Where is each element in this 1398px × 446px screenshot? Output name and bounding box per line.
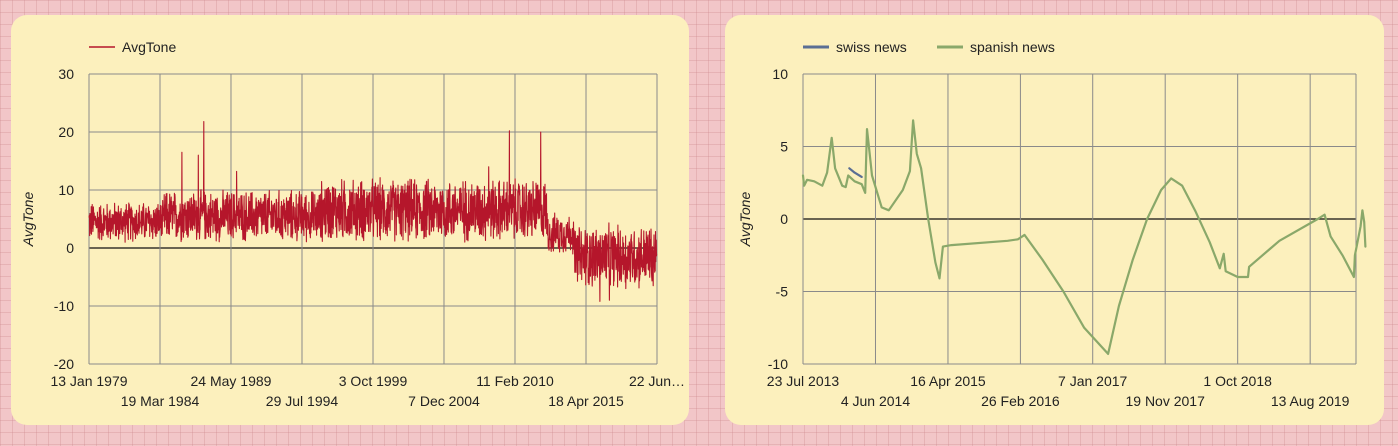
series-line-swiss-news bbox=[848, 167, 863, 178]
y-tick-label: 20 bbox=[58, 124, 74, 140]
y-tick-label: -10 bbox=[768, 356, 788, 372]
series-line-avgtone bbox=[88, 121, 658, 302]
x-tick-label: 22 Jun… bbox=[629, 373, 685, 389]
x-tick-label: 18 Apr 2015 bbox=[548, 393, 624, 409]
series-line-spanish-news bbox=[801, 119, 1367, 355]
x-tick-label: 16 Apr 2015 bbox=[910, 373, 986, 389]
avgtone-chart: 30 20 10 0 -10 -2013 Jan 1979 19 Mar 1984 24 Ma… bbox=[20, 39, 685, 409]
x-tick-label: 4 Jun 2014 bbox=[841, 393, 910, 409]
x-tick-label: 3 Oct 1999 bbox=[339, 373, 408, 389]
y-tick-label: -10 bbox=[54, 298, 74, 314]
x-tick-label: 19 Mar 1984 bbox=[121, 393, 200, 409]
y-tick-label: 0 bbox=[66, 240, 74, 256]
x-tick-label: 26 Feb 2016 bbox=[981, 393, 1060, 409]
y-axis-title: AvgTone bbox=[20, 192, 36, 248]
x-tick-label: 23 Jul 2013 bbox=[767, 373, 840, 389]
x-tick-label: 19 Nov 2017 bbox=[1125, 393, 1205, 409]
y-tick-label: 5 bbox=[780, 139, 788, 155]
x-tick-label: 13 Jan 1979 bbox=[50, 373, 127, 389]
x-tick-label: 29 Jul 1994 bbox=[266, 393, 339, 409]
y-tick-label: 10 bbox=[58, 182, 74, 198]
x-tick-label: 13 Aug 2019 bbox=[1271, 393, 1350, 409]
y-tick-label: 0 bbox=[780, 211, 788, 227]
legend-label-spanish-news: spanish news bbox=[970, 39, 1055, 55]
x-tick-label: 24 May 1989 bbox=[191, 373, 272, 389]
y-tick-label: 10 bbox=[772, 66, 788, 82]
y-tick-label: 30 bbox=[58, 66, 74, 82]
x-tick-label: 7 Jan 2017 bbox=[1058, 373, 1127, 389]
x-tick-label: 1 Oct 2018 bbox=[1203, 373, 1272, 389]
avgtone-chart-card: 30 20 10 0 -10 -20 13 Jan 1979 19 Mar 1984 24 Ma… bbox=[11, 15, 689, 425]
y-tick-label: -5 bbox=[776, 284, 789, 300]
x-tick-label: 11 Feb 2010 bbox=[476, 373, 554, 389]
legend-label-avgtone: AvgTone bbox=[122, 39, 176, 55]
news-comparison-chart-card: 10 5 0 -5 -10 23 Jul 2013 4 Jun 2014 16 Apr 201… bbox=[725, 15, 1384, 425]
chart-axes: 30 20 10 0 -10 -2013 Jan 1979 19 Mar 1984 24 Ma… bbox=[20, 66, 685, 409]
y-axis-title: AvgTone bbox=[737, 192, 753, 248]
y-tick-label: -20 bbox=[54, 356, 74, 372]
legend-label-swiss-news: swiss news bbox=[836, 39, 907, 55]
x-tick-label: 7 Dec 2004 bbox=[408, 393, 480, 409]
